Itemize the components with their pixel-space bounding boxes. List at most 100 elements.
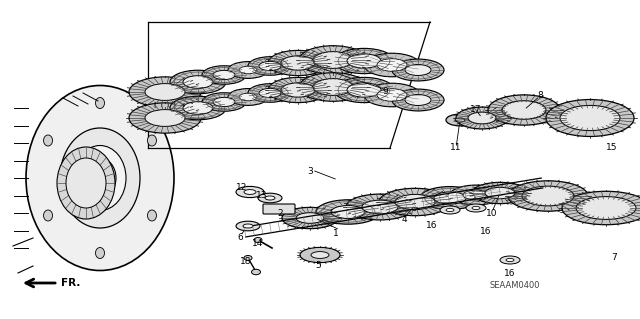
Ellipse shape bbox=[472, 182, 528, 204]
Ellipse shape bbox=[379, 188, 451, 216]
Ellipse shape bbox=[129, 77, 201, 107]
Ellipse shape bbox=[244, 189, 256, 194]
Text: 13: 13 bbox=[256, 191, 268, 201]
Ellipse shape bbox=[440, 206, 460, 214]
Ellipse shape bbox=[26, 85, 174, 271]
Ellipse shape bbox=[183, 76, 213, 88]
Ellipse shape bbox=[170, 70, 226, 94]
Text: 16: 16 bbox=[504, 270, 516, 278]
Ellipse shape bbox=[468, 112, 496, 124]
Ellipse shape bbox=[562, 191, 640, 225]
Ellipse shape bbox=[364, 53, 420, 77]
Ellipse shape bbox=[252, 269, 260, 275]
Ellipse shape bbox=[299, 46, 367, 74]
Text: 4: 4 bbox=[401, 216, 407, 225]
Ellipse shape bbox=[57, 147, 115, 219]
Ellipse shape bbox=[236, 221, 260, 231]
Ellipse shape bbox=[44, 135, 52, 146]
Ellipse shape bbox=[299, 73, 367, 101]
Text: FR.: FR. bbox=[61, 278, 81, 288]
Ellipse shape bbox=[392, 89, 444, 111]
Ellipse shape bbox=[268, 50, 328, 76]
Ellipse shape bbox=[44, 210, 52, 221]
Ellipse shape bbox=[522, 186, 574, 206]
Ellipse shape bbox=[282, 207, 338, 229]
Ellipse shape bbox=[84, 158, 116, 198]
Text: 16: 16 bbox=[480, 227, 492, 236]
Text: 16: 16 bbox=[426, 221, 438, 231]
Ellipse shape bbox=[450, 185, 502, 205]
Ellipse shape bbox=[145, 110, 185, 126]
Ellipse shape bbox=[265, 196, 275, 200]
Ellipse shape bbox=[258, 193, 282, 203]
Ellipse shape bbox=[296, 213, 324, 223]
Ellipse shape bbox=[74, 145, 126, 211]
Ellipse shape bbox=[466, 204, 486, 212]
Ellipse shape bbox=[546, 100, 634, 137]
Ellipse shape bbox=[254, 238, 262, 242]
Text: 1: 1 bbox=[333, 228, 339, 238]
Text: 17: 17 bbox=[470, 106, 482, 115]
Ellipse shape bbox=[95, 248, 104, 258]
Ellipse shape bbox=[239, 66, 257, 74]
Ellipse shape bbox=[377, 89, 407, 101]
Ellipse shape bbox=[434, 192, 466, 204]
Ellipse shape bbox=[147, 210, 156, 221]
Ellipse shape bbox=[313, 52, 353, 68]
Ellipse shape bbox=[364, 83, 420, 107]
Ellipse shape bbox=[472, 206, 480, 210]
Ellipse shape bbox=[95, 98, 104, 108]
Ellipse shape bbox=[248, 84, 292, 102]
Text: 5: 5 bbox=[315, 261, 321, 270]
Ellipse shape bbox=[170, 96, 226, 120]
Ellipse shape bbox=[313, 78, 353, 95]
Ellipse shape bbox=[488, 95, 560, 125]
Ellipse shape bbox=[228, 89, 268, 105]
Ellipse shape bbox=[377, 59, 407, 71]
Ellipse shape bbox=[420, 187, 480, 209]
Ellipse shape bbox=[281, 56, 315, 70]
Text: 9: 9 bbox=[382, 87, 388, 97]
Ellipse shape bbox=[259, 88, 281, 98]
Text: 7: 7 bbox=[611, 254, 617, 263]
Ellipse shape bbox=[347, 54, 381, 68]
Ellipse shape bbox=[392, 59, 444, 81]
Ellipse shape bbox=[334, 48, 394, 74]
Text: 14: 14 bbox=[252, 239, 264, 248]
Ellipse shape bbox=[405, 64, 431, 76]
Text: 3: 3 bbox=[307, 167, 313, 176]
Text: 2: 2 bbox=[277, 209, 283, 218]
Ellipse shape bbox=[281, 83, 315, 97]
Ellipse shape bbox=[508, 181, 588, 211]
FancyBboxPatch shape bbox=[263, 204, 295, 214]
Ellipse shape bbox=[129, 103, 201, 133]
Ellipse shape bbox=[147, 135, 156, 146]
Text: 10: 10 bbox=[486, 209, 498, 218]
Ellipse shape bbox=[502, 101, 546, 119]
Ellipse shape bbox=[455, 118, 465, 122]
Text: 8: 8 bbox=[537, 92, 543, 100]
Ellipse shape bbox=[347, 83, 381, 97]
Ellipse shape bbox=[446, 114, 474, 126]
Ellipse shape bbox=[66, 158, 106, 208]
Ellipse shape bbox=[500, 256, 520, 264]
Ellipse shape bbox=[576, 197, 636, 219]
Ellipse shape bbox=[334, 78, 394, 103]
Ellipse shape bbox=[485, 187, 515, 199]
Ellipse shape bbox=[311, 252, 329, 258]
Ellipse shape bbox=[145, 84, 185, 100]
Ellipse shape bbox=[213, 97, 235, 107]
Text: SEAAM0400: SEAAM0400 bbox=[490, 280, 541, 290]
Ellipse shape bbox=[456, 107, 508, 129]
Ellipse shape bbox=[228, 62, 268, 78]
Ellipse shape bbox=[259, 61, 281, 70]
Ellipse shape bbox=[331, 205, 365, 219]
Ellipse shape bbox=[316, 200, 380, 224]
Ellipse shape bbox=[239, 93, 257, 101]
Text: 15: 15 bbox=[606, 144, 618, 152]
Ellipse shape bbox=[236, 186, 264, 197]
Ellipse shape bbox=[395, 194, 435, 210]
Ellipse shape bbox=[244, 256, 252, 261]
Ellipse shape bbox=[202, 66, 246, 84]
Text: 18: 18 bbox=[240, 257, 252, 266]
